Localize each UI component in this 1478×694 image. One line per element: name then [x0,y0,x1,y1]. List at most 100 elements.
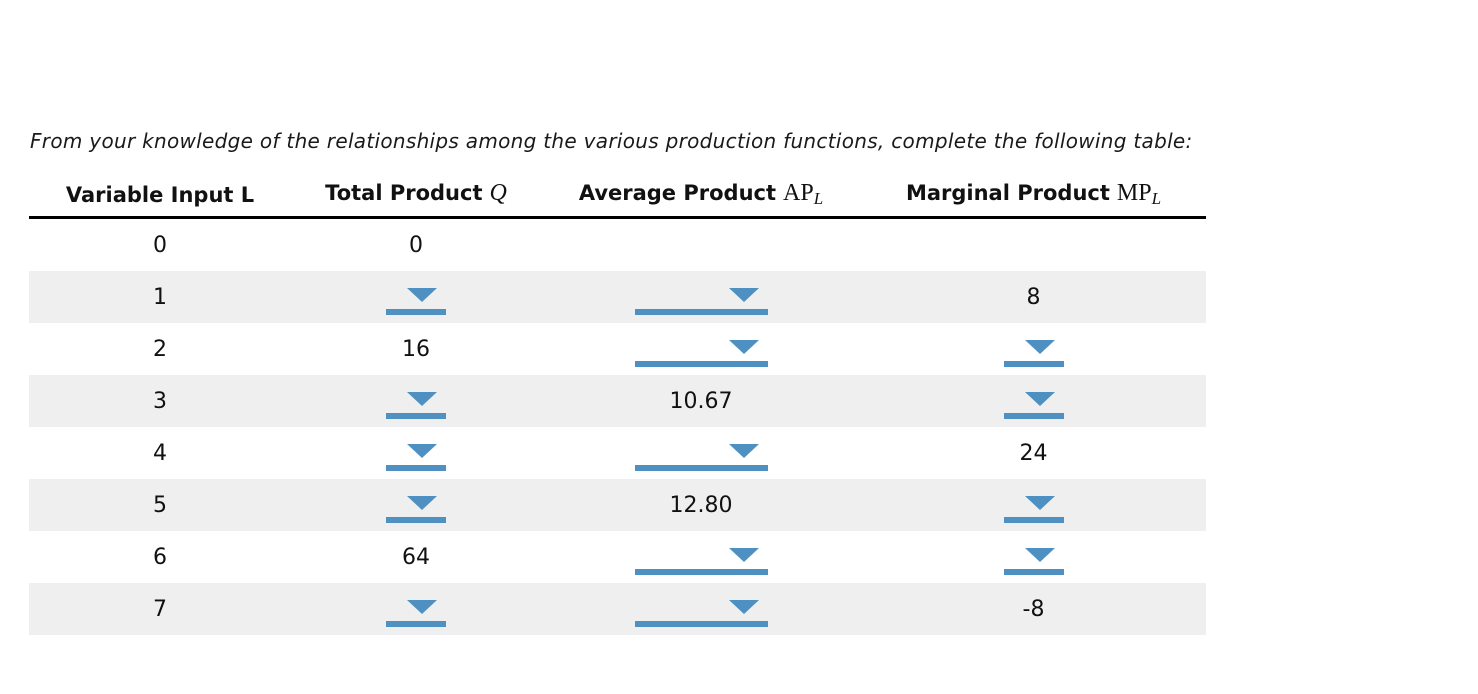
cell-mp [861,323,1206,375]
cell-ap [541,271,861,323]
given-value: 10.67 [669,388,733,414]
answer-dropdown-ap[interactable] [634,600,768,627]
answer-dropdown-mp[interactable] [1003,392,1064,419]
dropdown-arrow-icon [728,288,759,302]
table-row: 4 24 [29,427,1206,479]
given-value: 16 [402,336,430,362]
column-header-average-product: Average Product APL [541,180,861,216]
cell-tp [291,583,541,635]
production-table: Variable Input L Total Product Q Average… [29,172,1206,635]
variable-input-value: 0 [153,232,167,258]
cell-l: 3 [29,375,291,427]
dropdown-arrow-icon [728,600,759,614]
dropdown-arrow-icon [407,496,437,510]
given-value: 8 [1026,284,1041,310]
given-value: 0 [409,232,423,258]
cell-l: 5 [29,479,291,531]
cell-l: 1 [29,271,291,323]
cell-l: 4 [29,427,291,479]
cell-ap [541,583,861,635]
math-symbol-q: Q [489,180,507,206]
dropdown-arrow-icon [1024,392,1055,406]
table-body: 0 0 1 8 2 16 3 10.67 4 24 5 12.80 6 64 7 -8 [29,219,1206,635]
answer-dropdown-mp[interactable] [1003,548,1064,575]
column-header-label: Marginal Product [905,181,1110,205]
dropdown-arrow-icon [407,600,437,614]
dropdown-arrow-icon [1024,548,1055,562]
column-header-variable-input: Variable Input L [29,183,291,216]
dropdown-arrow-icon [1024,496,1055,510]
table-row: 5 12.80 [29,479,1206,531]
cell-mp: -8 [861,583,1206,635]
cell-ap [541,323,861,375]
math-symbol-ap: APL [783,180,824,208]
answer-dropdown-tp[interactable] [386,288,446,315]
answer-dropdown-ap[interactable] [634,288,768,315]
cell-tp: 0 [291,219,541,271]
cell-l: 2 [29,323,291,375]
given-value: 64 [402,544,430,570]
cell-ap [541,427,861,479]
cell-ap [541,219,861,271]
variable-input-value: 6 [153,544,167,570]
given-value: -8 [1022,596,1045,622]
variable-input-value: 2 [153,336,167,362]
dropdown-arrow-icon [728,548,759,562]
variable-input-value: 1 [153,284,167,310]
cell-l: 7 [29,583,291,635]
cell-tp [291,375,541,427]
answer-dropdown-tp[interactable] [386,444,446,471]
answer-dropdown-tp[interactable] [386,600,446,627]
answer-dropdown-ap[interactable] [634,340,768,367]
cell-tp [291,479,541,531]
table-header-row: Variable Input L Total Product Q Average… [29,172,1206,219]
cell-l: 0 [29,219,291,271]
question-instruction: From your knowledge of the relationships… [30,129,1193,153]
column-header-label: Total Product [325,181,483,205]
answer-dropdown-ap[interactable] [634,444,768,471]
cell-tp [291,271,541,323]
cell-mp: 8 [861,271,1206,323]
column-header-label: Average Product [578,181,777,205]
cell-ap: 10.67 [541,375,861,427]
column-header-total-product: Total Product Q [291,180,541,216]
cell-mp [861,531,1206,583]
column-header-marginal-product: Marginal Product MPL [861,180,1206,216]
cell-tp [291,427,541,479]
answer-dropdown-ap[interactable] [634,548,768,575]
cell-mp [861,219,1206,271]
cell-tp: 16 [291,323,541,375]
answer-dropdown-mp[interactable] [1003,340,1064,367]
table-row: 6 64 [29,531,1206,583]
math-symbol-mp: MPL [1116,180,1162,208]
cell-ap: 12.80 [541,479,861,531]
cell-mp: 24 [861,427,1206,479]
variable-input-value: 3 [153,388,167,414]
dropdown-arrow-icon [728,340,759,354]
cell-ap [541,531,861,583]
answer-dropdown-tp[interactable] [386,392,446,419]
column-header-label: Variable Input L [65,183,255,207]
dropdown-arrow-icon [407,444,437,458]
given-value: 24 [1019,440,1048,466]
table-row: 2 16 [29,323,1206,375]
table-row: 7 -8 [29,583,1206,635]
dropdown-arrow-icon [407,288,437,302]
answer-dropdown-tp[interactable] [386,496,446,523]
variable-input-value: 4 [153,440,167,466]
dropdown-arrow-icon [1024,340,1055,354]
table-row: 3 10.67 [29,375,1206,427]
given-value: 12.80 [669,492,733,518]
cell-mp [861,375,1206,427]
cell-mp [861,479,1206,531]
dropdown-arrow-icon [728,444,759,458]
variable-input-value: 7 [153,596,167,622]
variable-input-value: 5 [153,492,167,518]
cell-tp: 64 [291,531,541,583]
cell-l: 6 [29,531,291,583]
answer-dropdown-mp[interactable] [1003,496,1064,523]
dropdown-arrow-icon [407,392,437,406]
